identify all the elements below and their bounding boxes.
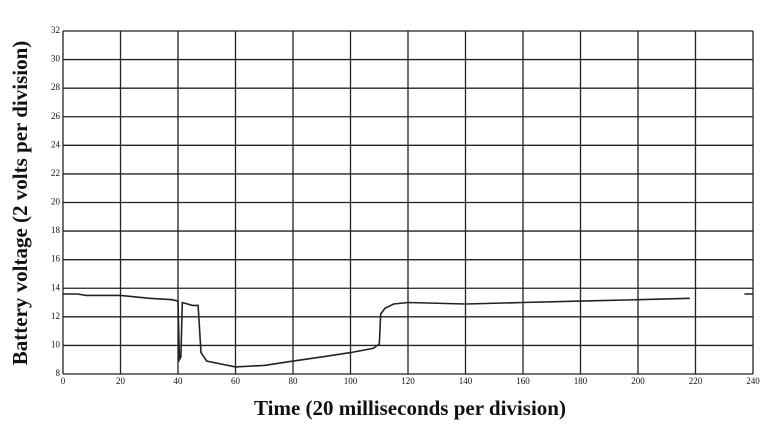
y-tick-label: 10 [51, 339, 61, 349]
y-tick-label: 20 [51, 197, 61, 207]
x-tick-label: 60 [231, 376, 241, 386]
x-tick-label: 220 [689, 376, 703, 386]
x-tick-label: 120 [401, 376, 415, 386]
y-tick-label: 12 [51, 311, 60, 321]
x-tick-label: 100 [344, 376, 358, 386]
y-tick-label: 8 [56, 368, 61, 378]
y-tick-label: 28 [51, 82, 61, 92]
x-tick-label: 140 [459, 376, 473, 386]
y-tick-label: 18 [51, 225, 61, 235]
x-tick-label: 40 [174, 376, 184, 386]
y-tick-label: 32 [51, 25, 60, 35]
x-tick-label: 20 [116, 376, 126, 386]
x-axis-label: Time (20 milliseconds per division) [254, 396, 566, 420]
y-tick-label: 30 [51, 54, 61, 64]
y-tick-label: 14 [51, 282, 61, 292]
y-tick-label: 22 [51, 168, 60, 178]
x-tick-label: 240 [746, 376, 760, 386]
data-line [63, 293, 753, 368]
x-tick-label: 0 [61, 376, 66, 386]
x-tick-label: 80 [289, 376, 299, 386]
y-tick-label: 24 [51, 139, 61, 149]
x-tick-label: 180 [574, 376, 588, 386]
y-axis-label: Battery voltage (2 volts per division) [8, 41, 32, 366]
y-tick-label: 26 [51, 111, 61, 121]
x-tick-label: 200 [631, 376, 645, 386]
x-tick-label: 160 [516, 376, 530, 386]
y-tick-label: 16 [51, 254, 61, 264]
